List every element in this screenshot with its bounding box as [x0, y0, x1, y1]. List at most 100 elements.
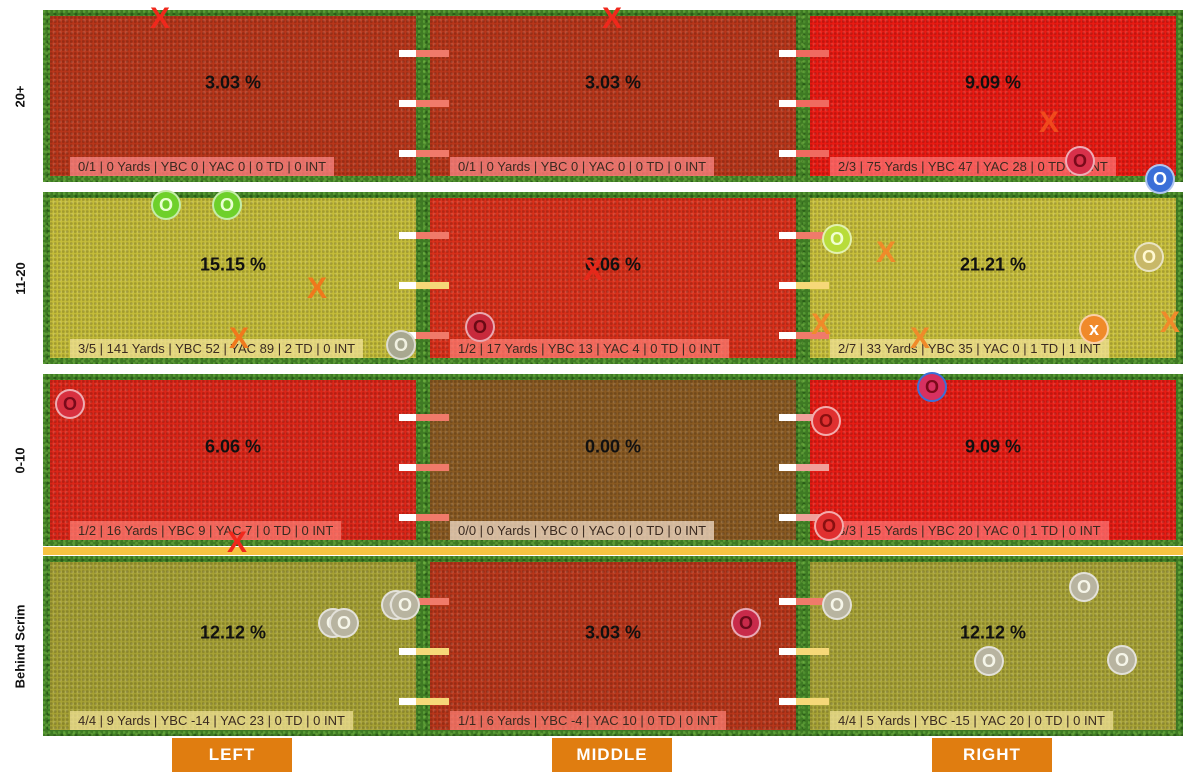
zone-20plus-left[interactable]: 3.03 % 0/1 | 0 Yards | YBC 0 | YAC 0 | 0… [50, 16, 416, 176]
row-label-0-10: 0-10 [12, 446, 28, 474]
hash-mark [779, 150, 829, 157]
zone-percentage: 21.21 % [959, 254, 1027, 275]
incomplete-x-icon[interactable]: X [149, 2, 170, 35]
completion-o-icon[interactable]: O [55, 389, 85, 419]
zone-stat-line: 0/0 | 0 Yards | YBC 0 | YAC 0 | 0 TD | 0… [450, 521, 715, 540]
zone-20plus-right[interactable]: 9.09 % 2/3 | 75 Yards | YBC 47 | YAC 28 … [810, 16, 1176, 176]
completion-o-icon[interactable]: O [814, 511, 844, 541]
column-left-button[interactable]: LEFT [172, 738, 292, 772]
completion-o-icon[interactable]: O [974, 646, 1004, 676]
hash-mark [399, 648, 449, 655]
incomplete-x-icon[interactable]: X [810, 308, 831, 341]
incomplete-x-icon[interactable]: X [875, 236, 896, 269]
completion-o-icon[interactable]: O [811, 406, 841, 436]
completion-o-icon[interactable]: O [731, 608, 761, 638]
incomplete-x-icon[interactable]: X [582, 254, 603, 287]
zone-stat-line: 3/5 | 141 Yards | YBC 52 | YAC 89 | 2 TD… [70, 339, 364, 358]
zone-0-10-left[interactable]: 6.06 % 1/2 | 16 Yards | YBC 9 | YAC 7 | … [50, 380, 416, 540]
hash-mark [779, 50, 829, 57]
completion-o-icon[interactable]: O [1065, 146, 1095, 176]
zone-percentage: 6.06 % [584, 254, 642, 275]
hash-mark [779, 232, 829, 239]
interception-x-icon[interactable]: x [1079, 314, 1109, 344]
zone-percentage: 3.03 % [584, 72, 642, 93]
zone-stat-line: 2/7 | 33 Yards | YBC 35 | YAC 0 | 1 TD |… [830, 339, 1109, 358]
completion-o-icon[interactable]: O [465, 312, 495, 342]
row-label-11-20: 11-20 [12, 261, 28, 295]
column-middle-button[interactable]: MIDDLE [552, 738, 672, 772]
completion-o-icon[interactable]: O [212, 190, 242, 220]
zone-stat-line: 4/4 | 5 Yards | YBC -15 | YAC 20 | 0 TD … [830, 711, 1113, 730]
hash-mark [399, 232, 449, 239]
hash-mark [779, 648, 829, 655]
incomplete-x-icon[interactable]: X [306, 272, 327, 305]
hash-mark [399, 414, 449, 421]
zone-percentage: 3.03 % [204, 72, 262, 93]
completion-o-icon[interactable]: O [1069, 572, 1099, 602]
hash-mark [779, 464, 829, 471]
hash-mark [779, 698, 829, 705]
hash-mark [779, 332, 829, 339]
field-row-behind-scrim: 12.12 % 4/4 | 9 Yards | YBC -14 | YAC 23… [43, 556, 1183, 736]
zone-percentage: 15.15 % [199, 254, 267, 275]
incomplete-x-icon[interactable]: X [228, 322, 249, 355]
zone-0-10-middle[interactable]: 0.00 % 0/0 | 0 Yards | YBC 0 | YAC 0 | 0… [430, 380, 796, 540]
completion-o-icon[interactable]: O [386, 330, 416, 360]
zone-11-20-left[interactable]: 15.15 % 3/5 | 141 Yards | YBC 52 | YAC 8… [50, 198, 416, 358]
zone-behind-scrim-middle[interactable]: 3.03 % 1/1 | 6 Yards | YBC -4 | YAC 10 |… [430, 562, 796, 730]
zone-stat-line: 2/3 | 75 Yards | YBC 47 | YAC 28 | 0 TD … [830, 157, 1116, 176]
field-row-0-10: 6.06 % 1/2 | 16 Yards | YBC 9 | YAC 7 | … [43, 374, 1183, 546]
zone-percentage: 3.03 % [584, 622, 642, 643]
incomplete-x-icon[interactable]: X [601, 2, 622, 35]
completion-o-icon[interactable]: O [151, 190, 181, 220]
row-label-20plus: 20+ [12, 84, 28, 108]
completion-o-icon[interactable]: O [822, 590, 852, 620]
zone-stat-line: 0/1 | 0 Yards | YBC 0 | YAC 0 | 0 TD | 0… [70, 157, 335, 176]
hash-mark [399, 464, 449, 471]
incomplete-x-icon[interactable]: X [909, 322, 930, 355]
hash-mark [399, 50, 449, 57]
completion-o-icon[interactable]: O [822, 224, 852, 254]
completion-o-icon[interactable]: O [329, 608, 359, 638]
row-divider [43, 183, 1183, 190]
zone-stat-line: 4/4 | 9 Yards | YBC -14 | YAC 23 | 0 TD … [70, 711, 353, 730]
zone-percentage: 9.09 % [964, 72, 1022, 93]
completion-o-icon[interactable]: O [1107, 645, 1137, 675]
touchdown-o-icon[interactable]: O [917, 372, 947, 402]
hash-mark [779, 100, 829, 107]
line-of-scrimmage [43, 547, 1183, 555]
zone-20plus-middle[interactable]: 3.03 % 0/1 | 0 Yards | YBC 0 | YAC 0 | 0… [430, 16, 796, 176]
hash-mark [399, 100, 449, 107]
zone-stat-line: 1/2 | 17 Yards | YBC 13 | YAC 4 | 0 TD |… [450, 339, 729, 358]
column-right-button[interactable]: RIGHT [932, 738, 1052, 772]
zone-percentage: 6.06 % [204, 436, 262, 457]
hash-mark [399, 698, 449, 705]
hash-mark [779, 282, 829, 289]
row-label-behind-scrim: Behind Scrim [12, 604, 28, 688]
zone-behind-scrim-left[interactable]: 12.12 % 4/4 | 9 Yards | YBC -14 | YAC 23… [50, 562, 416, 730]
zone-stat-line: 1/1 | 6 Yards | YBC -4 | YAC 10 | 0 TD |… [450, 711, 726, 730]
touchdown-o-icon[interactable]: O [1145, 164, 1175, 194]
zone-percentage: 12.12 % [199, 622, 267, 643]
zone-stat-line: 1/2 | 16 Yards | YBC 9 | YAC 7 | 0 TD | … [70, 521, 342, 540]
zone-stat-line: 0/1 | 0 Yards | YBC 0 | YAC 0 | 0 TD | 0… [450, 157, 715, 176]
hash-mark [399, 150, 449, 157]
field-row-20plus: 3.03 % 0/1 | 0 Yards | YBC 0 | YAC 0 | 0… [43, 10, 1183, 182]
field-row-11-20: 15.15 % 3/5 | 141 Yards | YBC 52 | YAC 8… [43, 192, 1183, 364]
row-divider [43, 365, 1183, 372]
zone-percentage: 9.09 % [964, 436, 1022, 457]
incomplete-x-icon[interactable]: X [226, 526, 247, 559]
hash-mark [779, 598, 829, 605]
hash-mark [779, 514, 829, 521]
incomplete-x-icon[interactable]: X [1038, 106, 1059, 139]
completion-o-icon[interactable]: O [1134, 242, 1164, 272]
completion-o-icon[interactable]: O [390, 590, 420, 620]
zone-percentage: 0.00 % [584, 436, 642, 457]
zone-percentage: 12.12 % [959, 622, 1027, 643]
incomplete-x-icon[interactable]: X [1159, 306, 1180, 339]
zone-0-10-right[interactable]: 9.09 % 3/3 | 15 Yards | YBC 20 | YAC 0 |… [810, 380, 1176, 540]
hash-mark [399, 282, 449, 289]
zone-11-20-right[interactable]: 21.21 % 2/7 | 33 Yards | YBC 35 | YAC 0 … [810, 198, 1176, 358]
hash-mark [399, 514, 449, 521]
zone-stat-line: 3/3 | 15 Yards | YBC 20 | YAC 0 | 1 TD |… [830, 521, 1109, 540]
